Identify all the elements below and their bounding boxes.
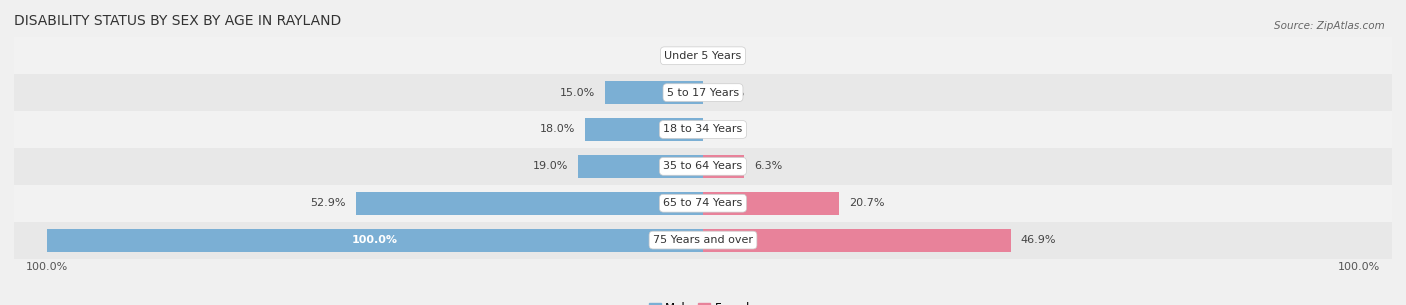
Text: 5 to 17 Years: 5 to 17 Years [666, 88, 740, 98]
Bar [14, 185, 1392, 222]
Bar [14, 37, 1392, 74]
Text: 18.0%: 18.0% [540, 124, 575, 135]
Bar [605, 81, 703, 104]
Bar [356, 192, 703, 215]
Text: Source: ZipAtlas.com: Source: ZipAtlas.com [1274, 21, 1385, 31]
Text: DISABILITY STATUS BY SEX BY AGE IN RAYLAND: DISABILITY STATUS BY SEX BY AGE IN RAYLA… [14, 15, 342, 28]
Text: 0.0%: 0.0% [716, 88, 744, 98]
Text: 15.0%: 15.0% [560, 88, 595, 98]
Bar [703, 192, 839, 215]
Text: 46.9%: 46.9% [1021, 235, 1056, 245]
Legend: Male, Female: Male, Female [644, 298, 762, 305]
Text: 20.7%: 20.7% [849, 198, 884, 208]
Text: Under 5 Years: Under 5 Years [665, 51, 741, 61]
Text: 0.0%: 0.0% [716, 124, 744, 135]
Text: 52.9%: 52.9% [311, 198, 346, 208]
Bar [46, 229, 703, 252]
Text: 65 to 74 Years: 65 to 74 Years [664, 198, 742, 208]
Text: 0.0%: 0.0% [716, 51, 744, 61]
Text: 0.0%: 0.0% [662, 51, 690, 61]
Text: 35 to 64 Years: 35 to 64 Years [664, 161, 742, 171]
Bar [703, 155, 744, 178]
Text: 19.0%: 19.0% [533, 161, 568, 171]
Text: 75 Years and over: 75 Years and over [652, 235, 754, 245]
Text: 18 to 34 Years: 18 to 34 Years [664, 124, 742, 135]
Bar [578, 155, 703, 178]
Text: 6.3%: 6.3% [754, 161, 782, 171]
Bar [14, 111, 1392, 148]
Bar [703, 229, 1011, 252]
Bar [14, 74, 1392, 111]
Bar [14, 148, 1392, 185]
Text: 100.0%: 100.0% [352, 235, 398, 245]
Bar [14, 222, 1392, 259]
Bar [585, 118, 703, 141]
